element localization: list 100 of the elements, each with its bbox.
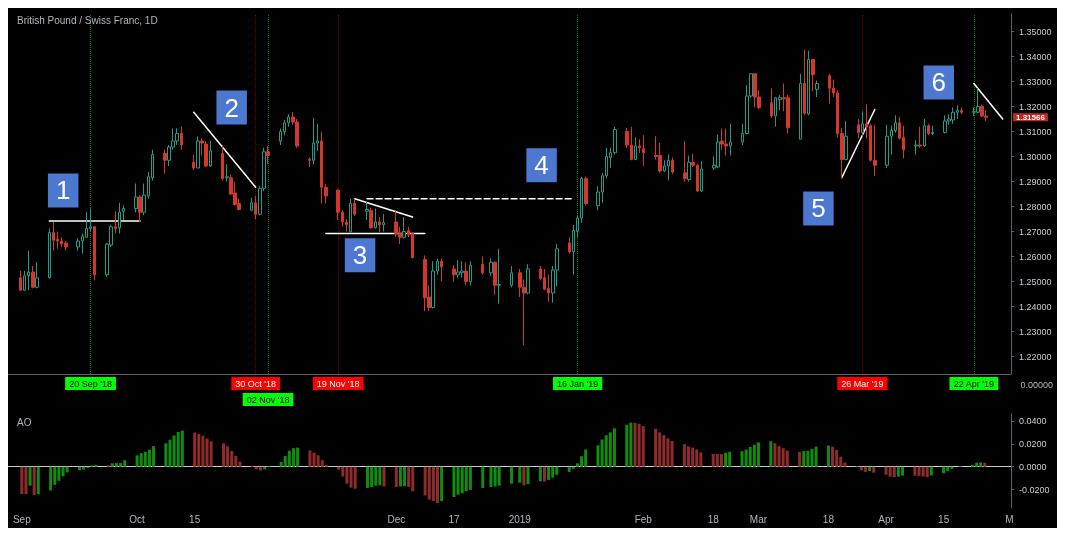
bar — [691, 447, 695, 467]
bar — [604, 435, 608, 467]
y-tick-label: 1.33000 — [1019, 76, 1052, 87]
bar — [682, 444, 686, 467]
candlestick — [927, 123, 930, 136]
bar — [77, 466, 81, 471]
candlestick — [254, 195, 257, 220]
bar — [394, 466, 398, 488]
bar — [139, 453, 143, 467]
bar — [979, 462, 983, 467]
bar — [110, 463, 114, 467]
candlestick — [402, 216, 406, 239]
candlestick — [729, 123, 732, 156]
ref-line-label: 02 Nov '18 — [246, 394, 290, 405]
bar — [872, 466, 876, 473]
bar — [798, 451, 802, 467]
candlestick — [138, 194, 142, 223]
bar — [32, 466, 36, 495]
x-tick-label: Feb — [634, 513, 653, 525]
candlestick — [980, 104, 984, 118]
y-tick-label: 1.27000 — [1019, 226, 1052, 237]
candlestick — [943, 114, 947, 134]
candlestick — [118, 202, 121, 234]
bar — [221, 443, 225, 467]
bar — [452, 466, 456, 497]
bar — [411, 466, 415, 492]
candlestick — [844, 120, 848, 161]
bar — [61, 466, 65, 477]
bar — [518, 466, 522, 483]
bar — [547, 466, 551, 480]
annotation: 5 — [811, 193, 826, 224]
candlestick — [671, 157, 674, 175]
candlestick — [35, 261, 39, 289]
bar — [382, 466, 386, 487]
bar — [526, 466, 530, 485]
candlestick — [753, 73, 757, 108]
y-tick-label: -0.0200 — [1019, 484, 1050, 495]
bar — [316, 455, 320, 467]
y-tick-label: 1.24000 — [1019, 301, 1052, 312]
text: 0.00000 — [1020, 379, 1053, 390]
y-tick-label: 1.30000 — [1019, 151, 1052, 162]
bar — [510, 466, 514, 484]
bar — [152, 446, 156, 467]
chart-title: British Pound / Swiss Franc, 1D — [17, 14, 158, 26]
bar — [172, 435, 176, 467]
bar — [567, 466, 571, 472]
ref-line-label: 26 Mar '19 — [841, 378, 884, 389]
bar — [36, 466, 40, 495]
candlestick — [638, 138, 641, 154]
candlestick — [700, 160, 703, 193]
bar — [283, 455, 287, 467]
bar — [147, 449, 151, 467]
y-tick-label: 1.34000 — [1019, 51, 1052, 62]
y-tick-label: 0.0400 — [1019, 415, 1047, 426]
bar — [835, 449, 839, 467]
candlestick — [497, 248, 501, 304]
candlestick — [687, 155, 691, 182]
candlestick — [724, 128, 728, 156]
y-tick-label: 1.29000 — [1019, 176, 1052, 187]
candlestick — [378, 216, 381, 233]
bar — [197, 433, 201, 467]
candlestick — [353, 198, 356, 217]
bar — [193, 432, 197, 467]
y-tick-label: 1.31000 — [1019, 126, 1052, 137]
candlestick — [861, 110, 864, 138]
bar — [119, 462, 123, 467]
candlestick — [114, 210, 117, 234]
ref-line-label: 30 Oct '18 — [235, 378, 277, 389]
candlestick — [19, 270, 22, 291]
x-tick-label: Apr — [878, 513, 895, 525]
candlestick — [460, 260, 464, 279]
bar — [493, 466, 497, 487]
bar — [715, 454, 719, 467]
candlestick — [976, 87, 980, 114]
annotation: 3 — [352, 240, 368, 271]
candlestick — [984, 109, 988, 122]
candlestick — [828, 73, 831, 104]
y-tick-label: 1.26000 — [1019, 251, 1052, 262]
bar — [489, 466, 493, 488]
bar — [551, 466, 555, 478]
candlestick — [885, 124, 889, 169]
bar — [259, 466, 263, 471]
bar — [654, 428, 658, 467]
bar — [810, 448, 814, 467]
bar — [24, 466, 28, 495]
text: 1.31566 — [1016, 112, 1046, 122]
bar — [773, 443, 777, 467]
x-tick-label: Dec — [387, 513, 406, 525]
bar — [752, 444, 756, 467]
x-tick-label: 15 — [189, 513, 201, 525]
bar — [370, 466, 374, 488]
bar — [975, 462, 979, 467]
bar — [946, 466, 950, 471]
candlestick — [799, 73, 802, 140]
bar — [542, 466, 546, 482]
bar — [699, 452, 703, 467]
bar — [917, 466, 921, 476]
bar — [777, 446, 781, 467]
bar — [468, 466, 472, 490]
candlestick — [369, 207, 373, 229]
